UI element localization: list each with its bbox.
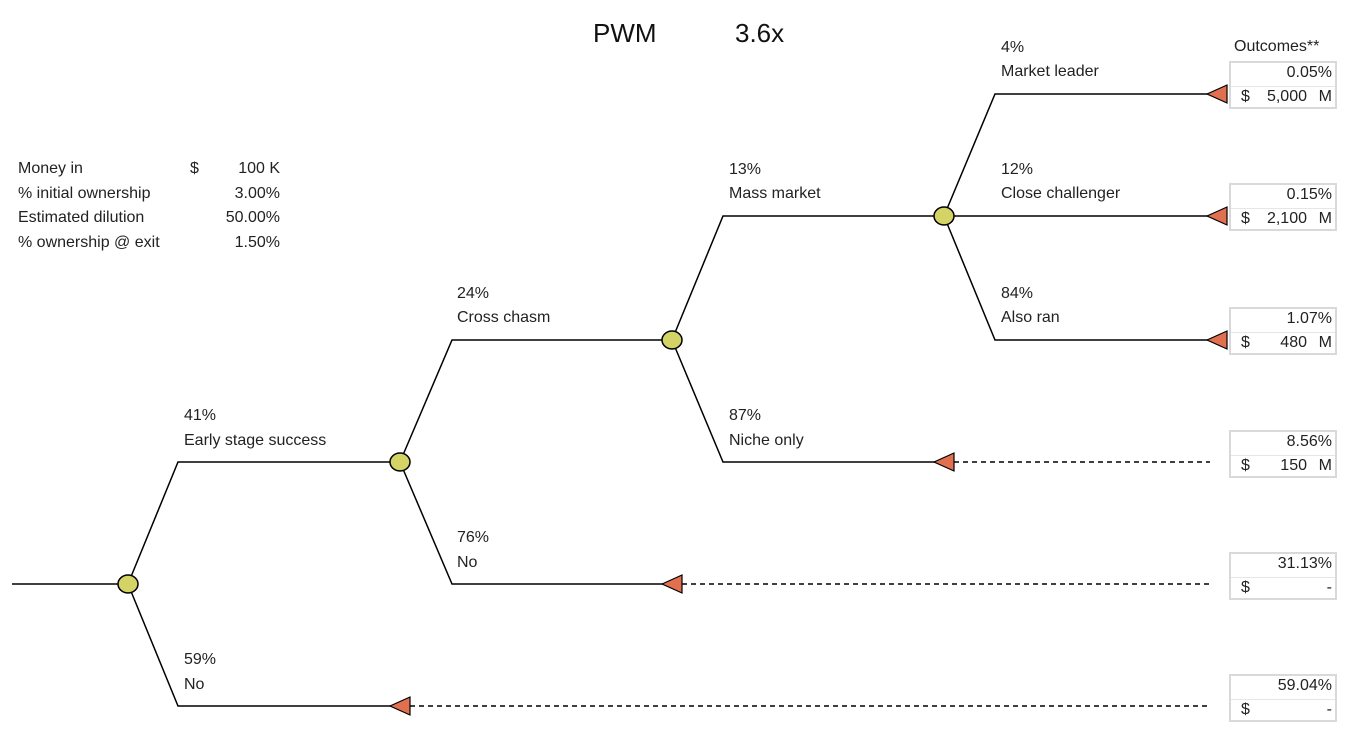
chance-nodes xyxy=(117,206,955,594)
outcome-amount: - xyxy=(1326,701,1332,718)
branch-label-mass-market: Mass market xyxy=(729,185,821,202)
branch-no-2-line xyxy=(399,461,672,585)
outcome-probability: 59.04% xyxy=(1277,677,1332,694)
outcome-amount: 150 xyxy=(1280,457,1307,474)
info-row-estimated-dilution: Estimated dilution 50.00% xyxy=(18,209,288,234)
info-row-initial-ownership: % initial ownership 3.00% xyxy=(18,185,288,210)
info-value: 50.00% xyxy=(225,209,280,226)
branch-prob-close-challenger: 12% xyxy=(1001,161,1034,178)
branch-also-ran-line xyxy=(943,215,1218,341)
investment-info-panel: Money in $ 100 K % initial ownership 3.0… xyxy=(18,160,288,258)
branch-prob-no-1: 59% xyxy=(184,651,217,668)
pwm-multiple: 3.6x xyxy=(735,18,785,48)
terminal-node xyxy=(932,452,955,472)
outcome-box: 59.04% $ - xyxy=(1229,674,1337,722)
branch-cross-chasm-line xyxy=(399,339,672,463)
terminal-node xyxy=(1205,206,1228,226)
outcome-unit: M xyxy=(1318,210,1332,227)
chance-node xyxy=(661,330,683,350)
outcome-box: 31.13% $ - xyxy=(1229,552,1337,600)
info-label: % ownership @ exit xyxy=(18,233,160,251)
outcome-currency: $ xyxy=(1241,701,1250,718)
branch-prob-early-success: 41% xyxy=(184,407,217,424)
outcome-probability: 0.15% xyxy=(1286,186,1332,203)
branch-no-1-line xyxy=(127,583,400,707)
outcome-probability: 0.05% xyxy=(1286,64,1332,81)
branch-prob-niche-only: 87% xyxy=(729,407,762,424)
branch-prob-also-ran: 84% xyxy=(1001,285,1034,302)
branch-label-also-ran: Also ran xyxy=(1001,309,1060,326)
outcome-amount: - xyxy=(1326,579,1332,596)
terminal-node xyxy=(1205,330,1228,350)
branch-label-market-leader: Market leader xyxy=(1001,63,1099,80)
branch-prob-mass-market: 13% xyxy=(729,161,762,178)
info-value: 100 K xyxy=(238,160,280,177)
branch-prob-cross-chasm: 24% xyxy=(457,285,490,302)
info-row-money-in: Money in $ 100 K xyxy=(18,160,288,185)
branch-market-leader-line xyxy=(943,93,1218,217)
outcomes-title: Outcomes** xyxy=(1234,38,1320,55)
branch-prob-no-2: 76% xyxy=(457,529,490,546)
info-label: % initial ownership xyxy=(18,184,151,202)
dashed-connectors xyxy=(410,461,1210,707)
outcome-amount: 5,000 xyxy=(1266,88,1307,105)
outcome-amount: 2,100 xyxy=(1266,210,1307,227)
branch-label-early-success: Early stage success xyxy=(184,432,327,449)
chance-node xyxy=(117,574,139,594)
terminal-node xyxy=(388,696,411,716)
outcome-box: 1.07% $ 480 M xyxy=(1229,307,1337,355)
info-label: Money in xyxy=(18,160,83,177)
branch-label-no-1: No xyxy=(184,676,205,693)
branch-label-no-2: No xyxy=(457,554,478,571)
info-currency: $ xyxy=(190,160,199,177)
info-value: 1.50% xyxy=(234,233,280,251)
chance-node xyxy=(389,452,411,472)
terminal-node xyxy=(660,574,683,594)
page-title: PWM xyxy=(593,18,657,48)
outcome-box: 8.56% $ 150 M xyxy=(1229,430,1337,478)
branch-early-success-line xyxy=(127,461,400,585)
outcome-currency: $ xyxy=(1241,210,1250,227)
outcome-currency: $ xyxy=(1241,334,1250,351)
chance-node xyxy=(933,206,955,226)
outcome-probability: 8.56% xyxy=(1286,433,1332,450)
outcome-unit: M xyxy=(1318,457,1332,474)
info-row-ownership-exit: % ownership @ exit 1.50% xyxy=(18,234,288,259)
outcome-box: 0.05% $ 5,000 M xyxy=(1229,61,1337,109)
branch-label-close-challenger: Close challenger xyxy=(1001,185,1121,202)
branch-mass-market-line xyxy=(671,215,944,341)
info-value: 3.00% xyxy=(234,184,280,202)
info-label: Estimated dilution xyxy=(18,209,145,226)
outcome-amount: 480 xyxy=(1280,334,1307,351)
branch-label-cross-chasm: Cross chasm xyxy=(457,309,551,326)
branch-label-niche-only: Niche only xyxy=(729,432,804,449)
tree-branches xyxy=(12,93,1218,707)
outcome-probability: 1.07% xyxy=(1286,310,1332,327)
outcome-probability: 31.13% xyxy=(1277,555,1332,572)
terminal-nodes xyxy=(388,84,1228,716)
outcome-unit: M xyxy=(1318,88,1332,105)
outcome-currency: $ xyxy=(1241,579,1250,596)
branch-niche-only-line xyxy=(671,339,944,463)
terminal-node xyxy=(1205,84,1228,104)
outcome-unit: M xyxy=(1318,334,1332,351)
outcome-currency: $ xyxy=(1241,88,1250,105)
outcome-currency: $ xyxy=(1241,457,1250,474)
branch-prob-market-leader: 4% xyxy=(1001,39,1025,56)
outcome-box: 0.15% $ 2,100 M xyxy=(1229,183,1337,231)
